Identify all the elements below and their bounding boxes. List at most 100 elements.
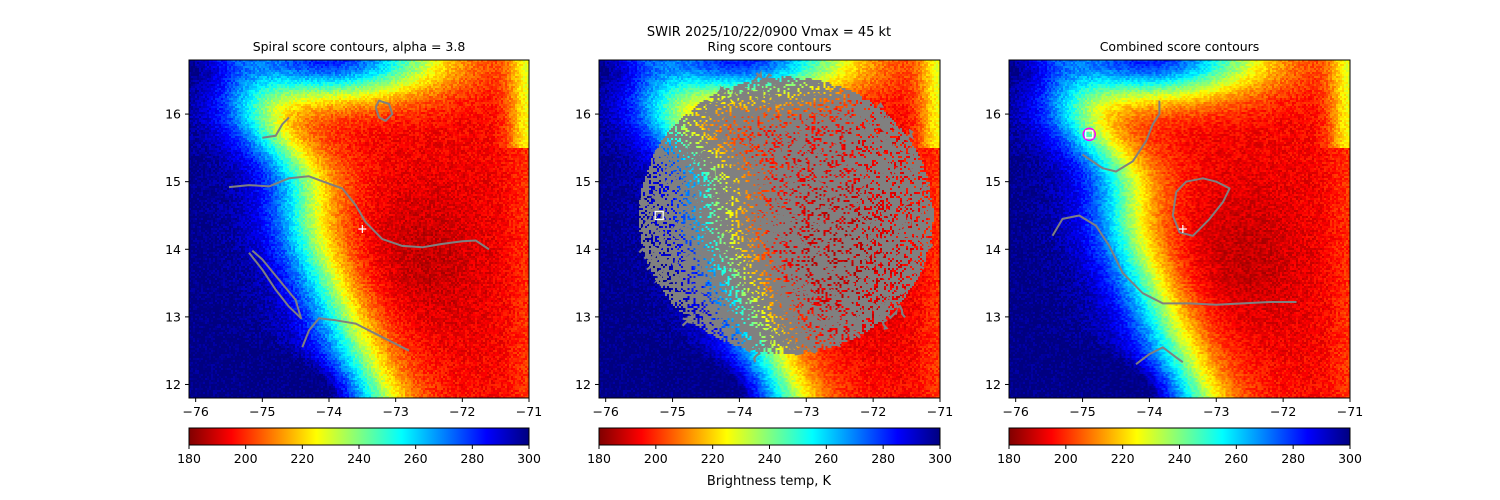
ring-contour-line bbox=[827, 221, 837, 230]
panel-2: Ring score contours −76 −75 −74 −73 −72 −71 12 1… bbox=[575, 39, 953, 466]
panel-3: Combined score contours −76 −75 −74 −73 −72 −7… bbox=[985, 39, 1363, 466]
ring-contour-line bbox=[754, 91, 765, 102]
center-marker bbox=[654, 210, 664, 221]
ring-contour-line bbox=[816, 237, 831, 247]
ring-contour-line bbox=[738, 143, 747, 153]
ring-contour-line bbox=[816, 168, 826, 183]
ring-contour-line bbox=[786, 177, 796, 185]
ring-contour-line bbox=[834, 93, 844, 99]
ring-contour-line bbox=[795, 186, 807, 194]
x-tick-label: −75 bbox=[1069, 404, 1095, 419]
ring-contour-line bbox=[816, 182, 831, 193]
ring-contour-line bbox=[670, 257, 680, 266]
ring-contour-line bbox=[825, 305, 837, 321]
ring-contour-line bbox=[767, 235, 775, 247]
x-tick-label: −75 bbox=[249, 404, 275, 419]
ring-contour-line bbox=[780, 298, 790, 313]
y-tick-label: 12 bbox=[985, 377, 1001, 392]
ring-contour-line bbox=[788, 150, 797, 168]
y-tick-label: 15 bbox=[165, 174, 181, 189]
colorbar-tick-label: 200 bbox=[644, 451, 668, 466]
ring-contour-line bbox=[682, 317, 694, 325]
ring-contour-line bbox=[762, 143, 775, 154]
ring-contour-line bbox=[875, 159, 885, 172]
x-tick-label: −76 bbox=[592, 404, 618, 419]
ring-contour-line bbox=[654, 148, 664, 160]
ring-contour-line bbox=[859, 233, 868, 248]
ring-contour-line bbox=[887, 235, 900, 246]
ring-contour-line bbox=[783, 294, 794, 302]
ring-contour-line bbox=[741, 220, 750, 233]
ring-contour-line bbox=[882, 158, 894, 168]
ring-contour-line bbox=[749, 137, 760, 147]
center-marker bbox=[1178, 225, 1187, 233]
ring-contour-line bbox=[782, 192, 794, 205]
ring-contour-line bbox=[680, 250, 692, 259]
ring-contour-line bbox=[868, 233, 879, 240]
ring-contour-line bbox=[880, 208, 890, 217]
ring-contour-line bbox=[851, 305, 861, 312]
ring-contour-line bbox=[923, 243, 934, 250]
ring-contour-line bbox=[767, 289, 775, 298]
ring-contour-line bbox=[746, 165, 758, 173]
ring-contour-line bbox=[643, 252, 658, 261]
ring-contour-line bbox=[696, 212, 709, 222]
max-score-marker bbox=[1085, 130, 1094, 139]
y-tick-label: 12 bbox=[165, 377, 181, 392]
ring-contour-line bbox=[755, 300, 767, 309]
figure-suptitle: SWIR 2025/10/22/0900 Vmax = 45 kt bbox=[647, 25, 891, 40]
ring-contour-line bbox=[751, 111, 760, 120]
ring-contour-line bbox=[740, 81, 749, 94]
ring-contour-line bbox=[810, 106, 820, 114]
ring-contour-line bbox=[863, 219, 871, 231]
ring-contour-line bbox=[848, 278, 856, 291]
ring-contour-line bbox=[705, 168, 715, 177]
ring-contour-line bbox=[807, 180, 819, 188]
ring-contour-line bbox=[717, 96, 733, 104]
ring-contour-line bbox=[881, 273, 888, 281]
ring-contour-line bbox=[868, 134, 877, 145]
ring-contour-line bbox=[688, 194, 698, 207]
ring-contour-line bbox=[689, 188, 701, 196]
score-contour-1 bbox=[228, 175, 490, 251]
ring-contour-line bbox=[770, 333, 781, 346]
ring-contour-line bbox=[707, 256, 721, 269]
ring-contour-line bbox=[846, 226, 857, 236]
ring-contour-line bbox=[879, 257, 889, 267]
ring-contour-line bbox=[740, 256, 749, 268]
ring-contour-line bbox=[848, 292, 856, 303]
y-tick-label: 14 bbox=[985, 242, 1001, 257]
colorbar-tick-label: 300 bbox=[928, 451, 952, 466]
ring-contour-line bbox=[673, 169, 684, 182]
ring-contour-line bbox=[733, 107, 744, 118]
ring-contour-line bbox=[764, 338, 771, 349]
ring-contour-line bbox=[910, 168, 917, 176]
ring-contour-line bbox=[834, 144, 844, 156]
ring-contour-line bbox=[793, 181, 803, 189]
ring-contour-line bbox=[810, 219, 824, 232]
colorbar-tick-label: 300 bbox=[517, 451, 541, 466]
ring-contour-line bbox=[682, 147, 688, 160]
ring-contour-line bbox=[657, 227, 666, 236]
score-contour-3 bbox=[1135, 346, 1184, 365]
ring-contour-line bbox=[703, 252, 711, 262]
ring-contour-line bbox=[830, 140, 842, 153]
ring-contour-line bbox=[663, 247, 679, 264]
y-tick-label: 13 bbox=[165, 309, 181, 324]
ring-contour-line bbox=[877, 148, 885, 156]
ring-contour-line bbox=[815, 117, 828, 129]
ring-contour-line bbox=[698, 311, 709, 322]
ring-contour-line bbox=[695, 278, 704, 286]
colorbar-tick-label: 280 bbox=[871, 451, 895, 466]
colorbar-tick-label: 180 bbox=[177, 451, 201, 466]
ring-contour-line bbox=[808, 91, 824, 102]
ring-contour-line bbox=[793, 140, 803, 151]
ring-contour-line bbox=[835, 318, 847, 330]
ring-contour-line bbox=[804, 150, 813, 161]
ring-contour-line bbox=[841, 237, 849, 258]
ring-contour-line bbox=[870, 299, 890, 309]
ring-contour-line bbox=[830, 312, 842, 324]
ring-contour-line bbox=[726, 184, 732, 196]
ring-contour-line bbox=[775, 146, 782, 160]
ring-contour-line bbox=[780, 286, 787, 294]
